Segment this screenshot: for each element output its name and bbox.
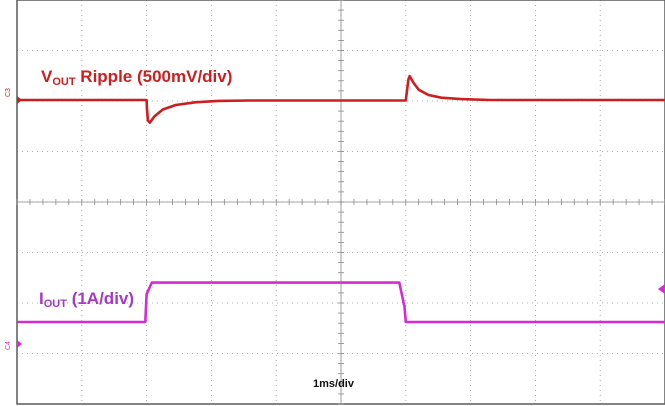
ch4-marker: C4: [5, 340, 22, 350]
trigger-level-marker: [658, 284, 665, 294]
vout-ripple-label: VOUT Ripple (500mV/div): [41, 67, 232, 88]
ch4-ground-arrow: [17, 340, 22, 348]
ch3-tag: C3: [5, 88, 12, 97]
iout-label: IOUT (1A/div): [39, 289, 134, 310]
iout-trace: [17, 281, 665, 324]
ch3-marker: C3: [5, 88, 22, 104]
center-axes: [16, 0, 665, 405]
vout-ripple-trace: [17, 74, 665, 124]
ch4-tag: C4: [5, 341, 12, 350]
ch3-ground-arrow: [17, 96, 22, 104]
time-scale-label: 1ms/div: [313, 378, 355, 390]
